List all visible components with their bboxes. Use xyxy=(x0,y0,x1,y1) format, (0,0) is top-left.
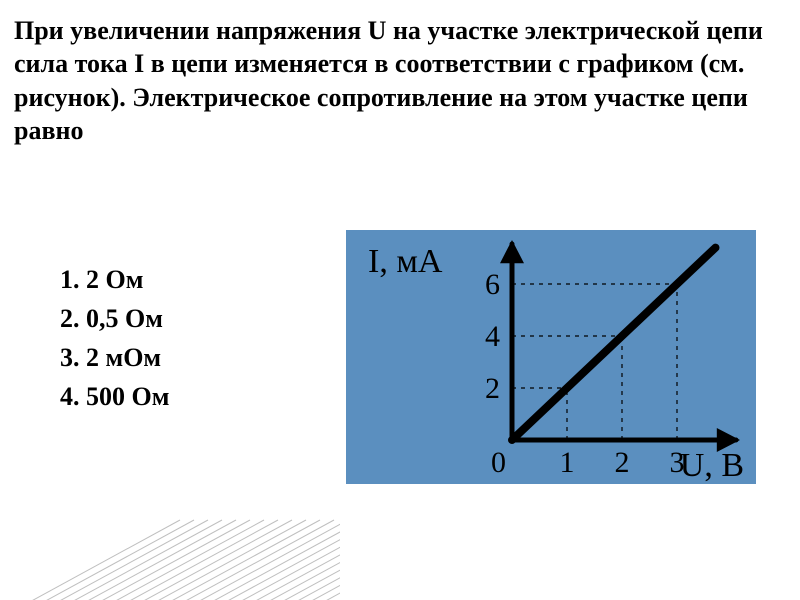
answer-option: 1. 2 Ом xyxy=(60,260,169,299)
slide: При увеличении напряжения U на участке э… xyxy=(0,0,800,600)
answer-list: 1. 2 Ом2. 0,5 Ом3. 2 мОм4. 500 Ом xyxy=(60,260,169,416)
answer-option: 2. 0,5 Ом xyxy=(60,299,169,338)
iv-chart: 1232460I, мАU, В xyxy=(346,230,756,484)
svg-text:I, мА: I, мА xyxy=(368,243,443,280)
decor-svg xyxy=(0,490,340,600)
answer-option: 3. 2 мОм xyxy=(60,338,169,377)
answer-option: 4. 500 Ом xyxy=(60,377,169,416)
svg-text:2: 2 xyxy=(485,372,500,405)
svg-text:U, В: U, В xyxy=(680,447,744,484)
svg-text:2: 2 xyxy=(615,446,630,479)
svg-text:0: 0 xyxy=(491,446,506,479)
svg-text:1: 1 xyxy=(560,446,575,479)
svg-text:4: 4 xyxy=(485,320,500,353)
question-text: При увеличении напряжения U на участке э… xyxy=(14,14,786,147)
svg-text:6: 6 xyxy=(485,268,500,301)
chart-svg: 1232460I, мАU, В xyxy=(346,230,756,484)
corner-decor xyxy=(0,490,340,600)
